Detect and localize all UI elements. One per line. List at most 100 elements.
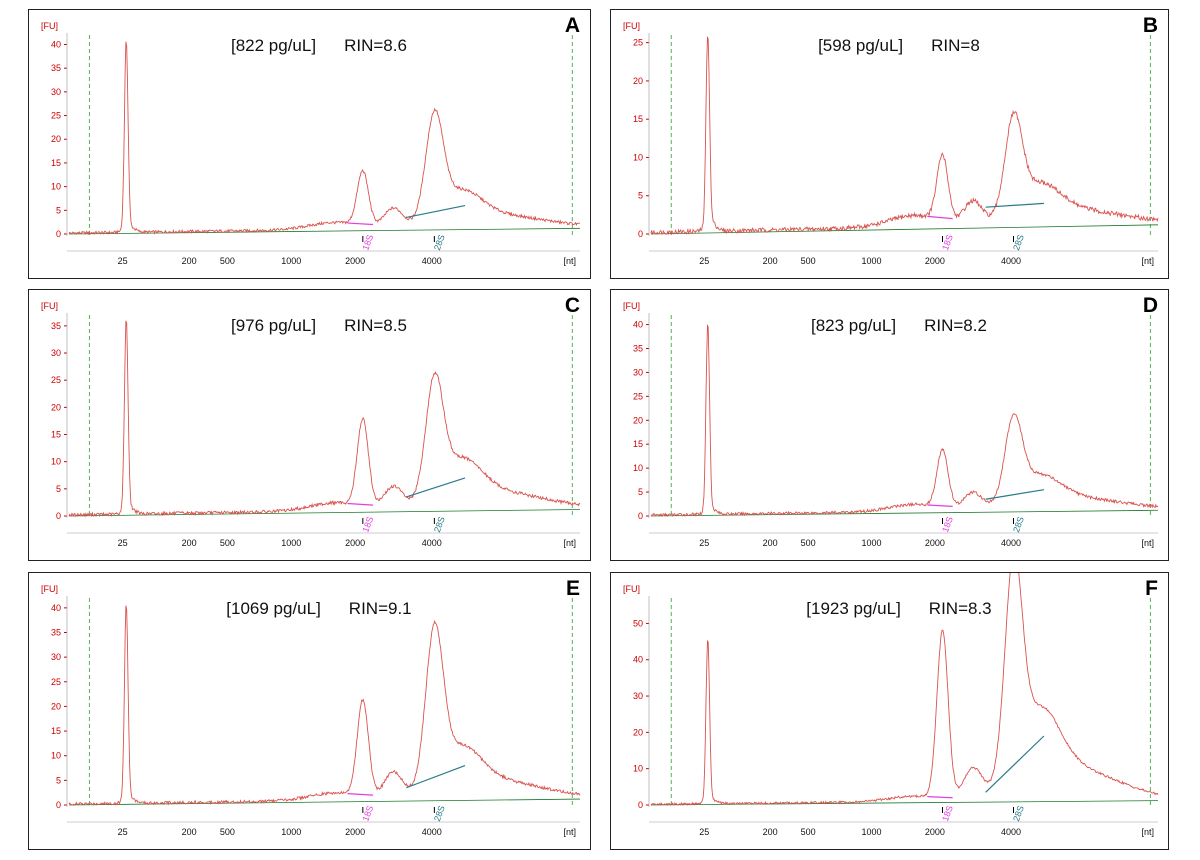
s28-area-line <box>985 202 1044 208</box>
panel-title-a: [822 pg/uL] RIN=8.6 <box>29 16 590 76</box>
x-tick-label: 25 <box>699 538 709 548</box>
x-unit-label: [nt] <box>563 256 576 266</box>
panel-e: [FU] 0 5 10 15 20 25 30 35 40 18S 28S 25 200 500 1000 20… <box>28 572 591 850</box>
s18-label: 18S <box>940 515 955 533</box>
x-tick-label: 2000 <box>925 256 945 266</box>
y-tick-label: 35 <box>51 321 61 331</box>
x-tick-label: 1000 <box>281 827 301 837</box>
x-tick-label: 1000 <box>862 827 882 837</box>
x-tick-label: 500 <box>801 827 816 837</box>
x-tick-label: 2000 <box>345 538 365 548</box>
y-tick-label: 15 <box>51 726 61 736</box>
y-tick-label: 30 <box>51 348 61 358</box>
concentration-label-a: [822 pg/uL] <box>230 36 317 55</box>
panel-f: [FU] 0 10 20 30 40 50 18S 28S 25 200 500 1000 2000 400… <box>610 572 1169 850</box>
x-tick-label: 500 <box>220 827 235 837</box>
y-unit-label: [FU] <box>41 301 58 311</box>
y-unit-label: [FU] <box>623 21 640 31</box>
s18-label: 18S <box>360 515 375 533</box>
y-tick-label: 25 <box>633 38 643 48</box>
s18-label: 18S <box>360 804 375 822</box>
s18-area-line <box>927 796 953 799</box>
s28-area-line <box>985 489 1045 500</box>
chart-svg-b: [FU] 0 5 10 15 20 25 18S 28S 25 200 500 1000 2000 4000… <box>623 21 1159 266</box>
s18-label: 18S <box>360 233 375 251</box>
chart-svg-d: [FU] 0 5 10 15 20 25 30 35 40 18S 28S 25 200 500 1000 20… <box>623 301 1159 548</box>
s28-area-line <box>406 477 466 498</box>
y-tick-label: 10 <box>51 457 61 467</box>
y-tick-label: 15 <box>51 158 61 168</box>
concentration-label-b: [598 pg/uL] <box>818 36 904 55</box>
y-tick-label: 25 <box>633 391 643 401</box>
x-tick-label: 4000 <box>422 827 442 837</box>
chart-svg-a: [FU] 0 5 10 15 20 25 30 35 40 18S 28S 25 200 500 1000 20… <box>41 21 581 266</box>
panel-letter-e: E <box>565 577 580 600</box>
x-tick-label: 200 <box>763 256 778 266</box>
baseline <box>650 509 1159 517</box>
s28-label: 28S <box>432 233 447 251</box>
panel-c: [FU] 0 5 10 15 20 25 30 35 18S 28S 25 200 500 1000 2000… <box>28 289 591 561</box>
x-tick-label: 25 <box>699 827 709 837</box>
y-tick-label: 20 <box>633 76 643 86</box>
y-tick-label: 15 <box>633 439 643 449</box>
x-tick-label: 200 <box>182 827 197 837</box>
x-tick-label: 500 <box>220 538 235 548</box>
x-unit-label: [nt] <box>563 827 576 837</box>
x-unit-label: [nt] <box>1141 256 1154 266</box>
x-tick-label: 500 <box>801 256 816 266</box>
x-tick-label: 25 <box>118 256 128 266</box>
concentration-label-f: [1923 pg/uL] <box>806 599 901 618</box>
s28-label: 28S <box>1011 233 1026 251</box>
x-tick-label: 2000 <box>925 827 945 837</box>
y-tick-label: 25 <box>51 111 61 121</box>
x-unit-label: [nt] <box>1141 827 1154 837</box>
baseline <box>650 224 1159 235</box>
panel-title-d: [823 pg/uL] RIN=8.2 <box>611 296 1168 356</box>
x-tick-label: 2000 <box>925 538 945 548</box>
x-tick-label: 4000 <box>1001 827 1021 837</box>
y-tick-label: 20 <box>51 402 61 412</box>
y-tick-label: 40 <box>51 603 61 613</box>
s28-area-line <box>406 765 466 789</box>
x-tick-label: 500 <box>801 538 816 548</box>
y-tick-label: 0 <box>56 511 61 521</box>
y-tick-label: 20 <box>51 134 61 144</box>
y-tick-label: 25 <box>51 375 61 385</box>
x-tick-label: 4000 <box>1001 256 1021 266</box>
s18-area-line <box>927 215 953 220</box>
panel-letter-c: C <box>564 294 580 317</box>
y-tick-label: 0 <box>638 229 643 239</box>
concentration-label-c: [976 pg/uL] <box>230 316 317 335</box>
s18-area-line <box>347 502 374 506</box>
chart-svg-c: [FU] 0 5 10 15 20 25 30 35 18S 28S 25 200 500 1000 2000… <box>41 301 581 548</box>
s28-label: 28S <box>432 804 447 822</box>
y-tick-label: 10 <box>51 751 61 761</box>
electropherogram-trace <box>68 41 581 236</box>
baseline <box>68 509 581 517</box>
y-tick-label: 0 <box>56 800 61 810</box>
panel-letter-d: D <box>1142 294 1158 317</box>
y-tick-label: 15 <box>633 114 643 124</box>
x-tick-label: 25 <box>118 538 128 548</box>
y-tick-label: 0 <box>638 800 643 810</box>
y-tick-label: 0 <box>638 511 643 521</box>
y-tick-label: 50 <box>633 618 643 628</box>
electropherogram-trace <box>68 320 581 518</box>
rin-label-c: RIN=8.5 <box>344 316 407 335</box>
y-unit-label: [FU] <box>623 584 640 594</box>
y-tick-label: 35 <box>51 63 61 73</box>
y-tick-label: 20 <box>633 727 643 737</box>
x-tick-label: 4000 <box>1001 538 1021 548</box>
y-tick-label: 30 <box>51 652 61 662</box>
y-tick-label: 5 <box>638 487 643 497</box>
y-tick-label: 20 <box>51 701 61 711</box>
y-tick-label: 35 <box>51 628 61 638</box>
x-tick-label: 2000 <box>345 827 365 837</box>
y-tick-label: 10 <box>633 463 643 473</box>
x-tick-label: 1000 <box>862 256 882 266</box>
rin-label-e: RIN=9.1 <box>348 599 412 618</box>
chart-svg-e: [FU] 0 5 10 15 20 25 30 35 40 18S 28S 25 200 500 1000 20… <box>41 584 581 837</box>
chart-svg-f: [FU] 0 10 20 30 40 50 18S 28S 25 200 500 1000 2000 400… <box>623 573 1159 837</box>
y-tick-label: 40 <box>51 39 61 49</box>
rin-label-b: RIN=8 <box>931 36 980 55</box>
